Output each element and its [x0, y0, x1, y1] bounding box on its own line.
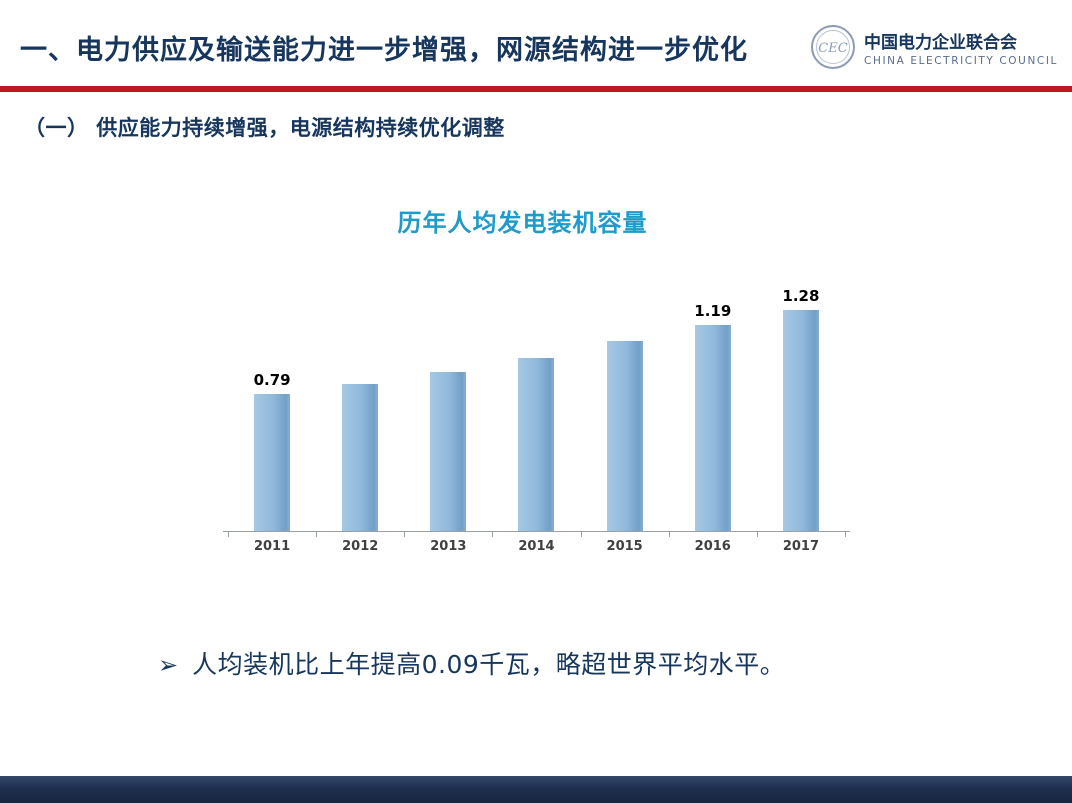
bar-column: 1.28 [757, 240, 845, 531]
bar-column [581, 240, 669, 531]
cec-emblem-icon: CEC [810, 24, 856, 70]
bar [430, 372, 467, 531]
axis-tick [580, 532, 582, 537]
x-axis-label: 2016 [694, 539, 731, 554]
bar [254, 394, 291, 531]
axis-tick [228, 532, 229, 537]
bar-column [492, 240, 580, 531]
logo-text: 中国电力企业联合会 CHINA ELECTRICITY COUNCIL [864, 28, 1058, 67]
arrow-bullet-icon: ➢ [158, 651, 179, 679]
red-divider [0, 86, 1072, 92]
bar [606, 341, 643, 531]
slide-title: 一、电力供应及输送能力进一步增强，网源结构进一步优化 [20, 34, 748, 66]
section-heading: （一） 供应能力持续增强，电源结构持续优化调整 [24, 116, 505, 140]
axis-tick [316, 532, 318, 537]
bar-column [316, 240, 404, 531]
x-axis-label: 2017 [782, 539, 819, 554]
x-axis-label: 2013 [430, 539, 467, 554]
axis-tick [845, 532, 846, 537]
bar [782, 310, 819, 531]
axis-tick [492, 532, 494, 537]
bar-value-label: 1.28 [782, 287, 820, 305]
cec-logo: CEC 中国电力企业联合会 CHINA ELECTRICITY COUNCIL [810, 24, 1058, 70]
x-axis-line [223, 531, 850, 532]
bar [518, 358, 555, 531]
axis-tick [756, 532, 758, 537]
logo-org-name-en: CHINA ELECTRICITY COUNCIL [864, 54, 1058, 67]
category-labels: 2011 2012 2013 2014 2015 2016 2017 [228, 539, 845, 554]
bar-plot: 0.79 1.19 1.28 [228, 240, 845, 531]
slide-header: 一、电力供应及输送能力进一步增强，网源结构进一步优化 CEC 中国电力企业联合会… [0, 0, 1072, 86]
x-axis-label: 2012 [342, 539, 379, 554]
x-axis-label: 2014 [518, 539, 555, 554]
bullet-line: ➢ 人均装机比上年提高0.09千瓦，略超世界平均水平。 [158, 645, 785, 681]
bar-column: 0.79 [228, 240, 316, 531]
axis-ticks [228, 532, 846, 537]
bar-chart: 0.79 1.19 1.28 2011 2012 2013 2014 2015 2016 201… [223, 240, 850, 555]
axis-tick [404, 532, 406, 537]
logo-org-name-cn: 中国电力企业联合会 [864, 32, 1018, 53]
svg-text:CEC: CEC [818, 41, 847, 56]
bar-column: 1.19 [669, 240, 757, 531]
bar-value-label: 0.79 [253, 371, 291, 389]
x-axis-label: 2011 [253, 539, 291, 554]
bar-column [404, 240, 492, 531]
x-axis-label: 2015 [606, 539, 643, 554]
footer-bar [0, 776, 1072, 803]
bar [694, 325, 731, 531]
bullet-text: 人均装机比上年提高0.09千瓦，略超世界平均水平。 [192, 650, 786, 679]
bar-value-label: 1.19 [694, 302, 732, 320]
chart-title: 历年人均发电装机容量 [397, 209, 648, 237]
bar [342, 384, 379, 531]
axis-tick [668, 532, 670, 537]
